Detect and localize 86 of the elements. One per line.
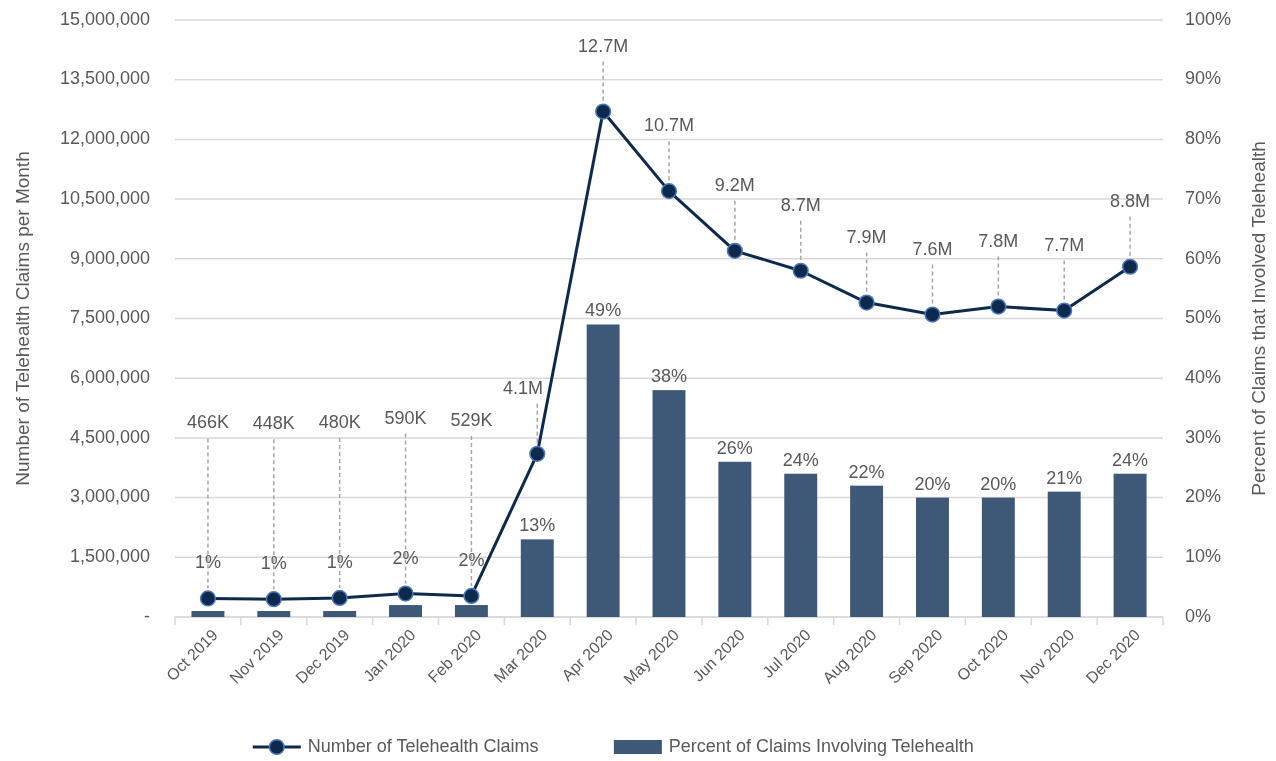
data-label: 22% — [848, 461, 885, 482]
y-tick-label: 13,500,000 — [59, 68, 150, 89]
y2-tick-label: 60% — [1185, 247, 1222, 268]
y-tick-label: 3,000,000 — [69, 486, 150, 507]
data-label: 24% — [1112, 449, 1149, 470]
point — [990, 298, 1007, 315]
y-tick-label: - — [144, 605, 150, 626]
y-tick-label: 12,000,000 — [59, 128, 150, 149]
point — [1056, 302, 1073, 319]
point — [924, 306, 941, 323]
data-label: 466K — [186, 412, 229, 433]
data-label: 2% — [392, 547, 419, 568]
point — [397, 585, 414, 602]
data-label: 8.7M — [780, 194, 821, 215]
data-label: 10.7M — [643, 115, 695, 136]
data-label: 448K — [252, 413, 295, 434]
y-tick-label: 9,000,000 — [69, 247, 150, 268]
bar — [718, 461, 752, 617]
y-tick-label: 4,500,000 — [69, 426, 150, 447]
data-label: 8.8M — [1110, 190, 1151, 211]
y2-tick-label: 20% — [1185, 486, 1222, 507]
point — [1121, 258, 1139, 275]
data-label: 26% — [716, 437, 753, 458]
bar — [1047, 491, 1081, 617]
y2-tick-label: 50% — [1185, 307, 1222, 328]
y2-tick-label: 0% — [1185, 605, 1212, 626]
point — [331, 589, 348, 606]
bar — [389, 605, 422, 617]
data-label: 21% — [1046, 467, 1083, 488]
bar — [916, 497, 949, 617]
data-label: 7.7M — [1044, 234, 1085, 255]
data-label: 9.2M — [714, 174, 755, 195]
y2-tick-label: 90% — [1185, 68, 1222, 89]
bar — [454, 605, 488, 617]
y2-tick-label: 30% — [1185, 426, 1222, 447]
data-label: 12.7M — [578, 35, 629, 56]
bar — [1113, 473, 1147, 617]
bar — [586, 324, 620, 617]
data-label: 1% — [260, 553, 287, 574]
y2-tick-label: 70% — [1185, 187, 1222, 208]
y2-axis-title: Percent of Claims that Involved Telehealth — [1248, 141, 1270, 496]
data-label: 49% — [585, 300, 622, 321]
bar — [784, 473, 818, 617]
bar — [191, 611, 225, 617]
data-label: 7.8M — [978, 230, 1019, 251]
bar — [981, 497, 1015, 617]
bar — [257, 611, 291, 617]
data-label: 13% — [519, 515, 556, 536]
y-axis-title: Number of Telehealth Claims per Month — [12, 151, 34, 486]
bar — [323, 611, 357, 617]
y-tick-label: 6,000,000 — [69, 366, 150, 387]
data-label: 4.1M — [503, 377, 544, 398]
data-label: 20% — [980, 473, 1017, 494]
point — [660, 183, 678, 200]
y2-tick-label: 40% — [1185, 366, 1222, 387]
data-label: 7.6M — [912, 238, 953, 259]
bar — [850, 485, 884, 617]
data-label: 1% — [194, 552, 221, 573]
point — [463, 587, 480, 605]
point — [199, 590, 217, 607]
data-label: 7.9M — [846, 226, 887, 247]
data-label: 24% — [782, 449, 819, 470]
y-tick-label: 15,000,000 — [59, 8, 150, 29]
point — [265, 591, 282, 608]
bar — [520, 539, 554, 617]
legend-label: Percent of Claims Involving Telehealth — [668, 735, 974, 756]
data-label: 590K — [384, 407, 427, 428]
point — [792, 262, 809, 279]
y2-tick-label: 10% — [1185, 546, 1222, 567]
data-label: 38% — [650, 366, 688, 387]
data-label: 529K — [450, 409, 493, 430]
y-tick-label: 1,500,000 — [69, 546, 150, 567]
y2-tick-label: 80% — [1185, 128, 1222, 149]
point — [595, 103, 612, 120]
point — [858, 294, 875, 311]
data-label: 480K — [318, 411, 361, 432]
y-tick-label: 10,500,000 — [59, 187, 150, 208]
data-label: 1% — [326, 551, 353, 572]
bar — [652, 390, 686, 617]
legend-label: Number of Telehealth Claims — [307, 735, 539, 756]
y-tick-label: 7,500,000 — [69, 307, 150, 328]
y2-tick-label: 100% — [1185, 8, 1232, 29]
point — [529, 445, 546, 462]
data-label: 20% — [914, 473, 951, 494]
data-label: 2% — [458, 549, 485, 570]
point — [726, 242, 743, 259]
